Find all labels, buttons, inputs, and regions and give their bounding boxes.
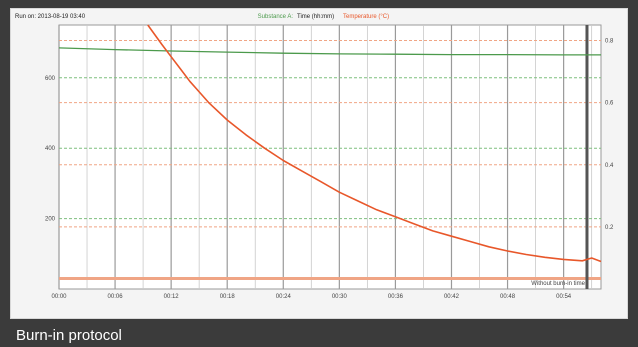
legend-series-temperature: Temperature (°C) [343,14,389,20]
y-left-tick-label: 600 [45,76,56,82]
burn-in-marker-label: Without burn-in time [531,281,585,287]
y-right-tick-label: 0.2 [605,225,614,231]
y-right-tick-label: 0.6 [605,101,614,107]
x-tick-label: 00:42 [444,294,460,300]
chart-panel: Without burn-in time 00:00 00:06 00:12 00:1… [10,8,628,319]
x-tick-label: 00:30 [332,294,348,300]
y-left-tick-label: 200 [45,217,56,223]
plot-area [58,24,602,290]
series-line-substance-a [58,47,601,56]
y-right-tick-label: 0.8 [605,39,614,45]
chart-svg: Without burn-in time 00:00 00:06 00:12 00:1… [15,14,614,300]
y-right-tick-label: 0.4 [605,163,614,169]
axis-layer: 00:00 00:06 00:12 00:18 00:24 00:30 00:36 00:42… [45,39,614,300]
run-timestamp-label: Run on: 2013-08-19 03:40 [15,14,86,20]
x-tick-label: 00:00 [51,294,67,300]
y-left-tick-label: 400 [45,146,56,152]
caption: Burn-in protocol [16,327,122,344]
legend-series-time: Time (hh:mm) [297,14,334,20]
chart-header: Run on: 2013-08-19 03:40 Substance A: Ti… [15,14,389,20]
x-tick-label: 00:24 [276,294,292,300]
x-tick-label: 00:54 [556,294,572,300]
series-layer [58,24,602,263]
grid-layer: Without burn-in time [58,25,601,289]
legend-prefix: Substance A: [258,14,294,20]
x-tick-label: 00:48 [500,294,516,300]
x-tick-label: 00:12 [164,294,180,300]
x-tick-label: 00:36 [388,294,404,300]
x-tick-label: 00:18 [220,294,236,300]
series-line-temperature [147,24,602,263]
x-tick-label: 00:06 [108,294,124,300]
